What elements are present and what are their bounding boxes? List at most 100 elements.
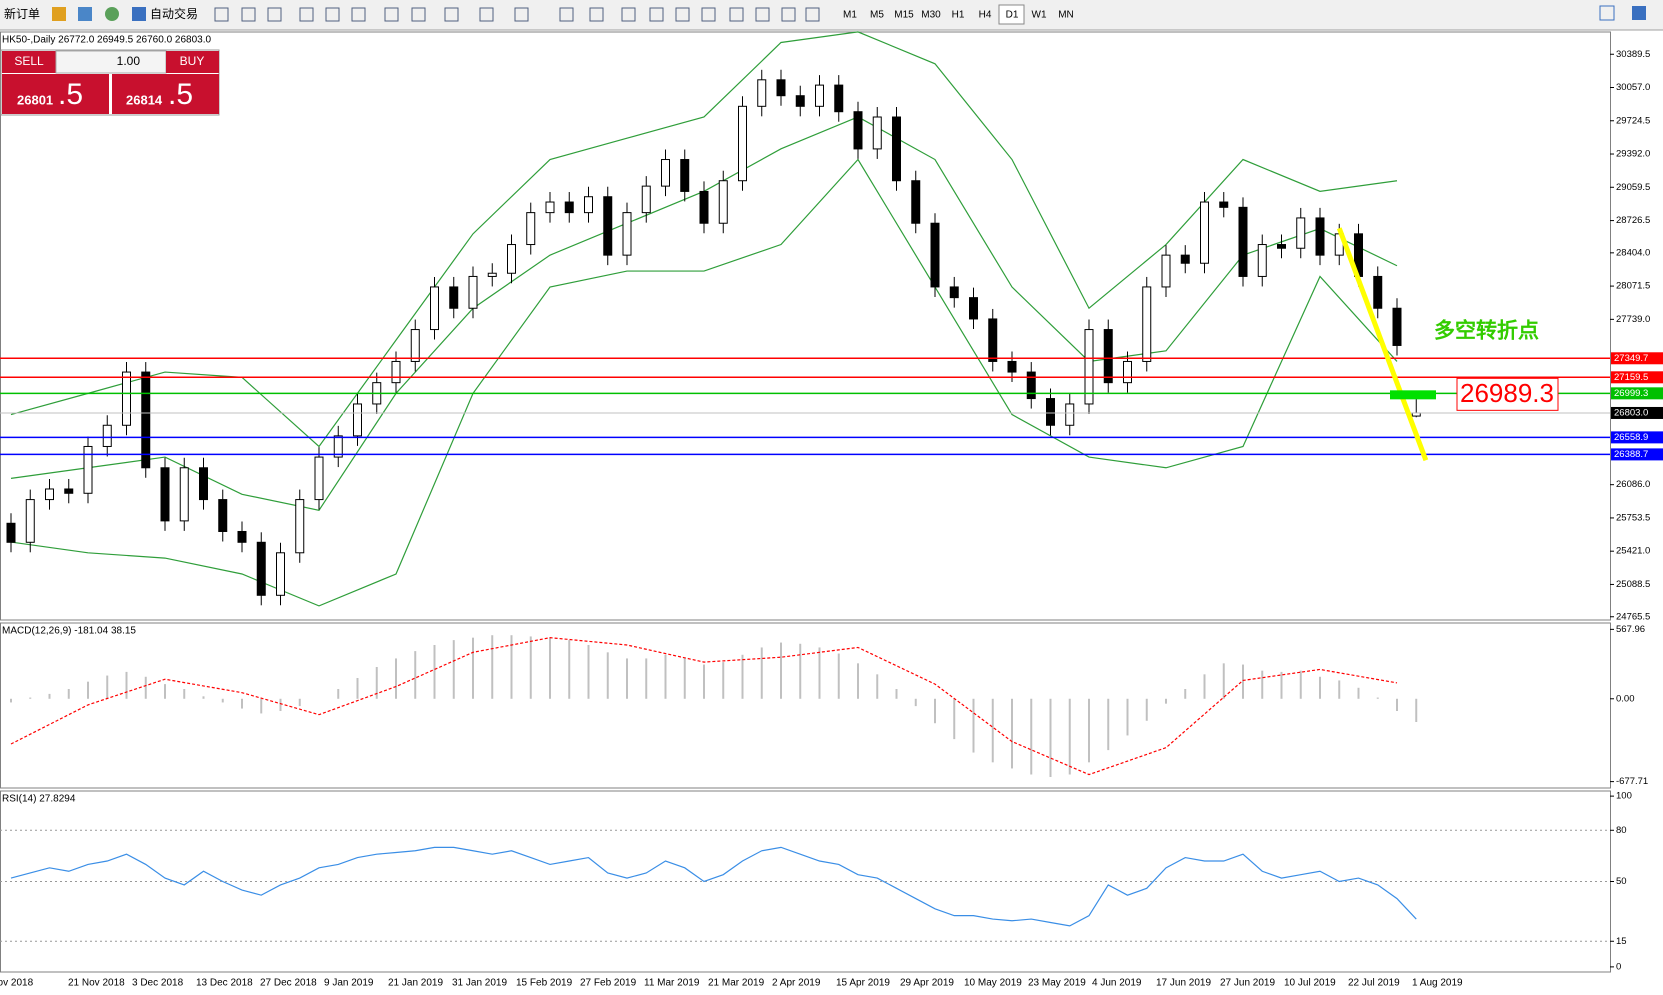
x-tick-label: 10 May 2019 <box>964 978 1022 989</box>
settings-icon[interactable] <box>1632 6 1646 20</box>
timeframe-button[interactable]: M15 <box>894 10 914 21</box>
tool-icon[interactable] <box>214 7 229 22</box>
candle-body <box>1257 244 1267 277</box>
candle-body <box>1219 201 1229 208</box>
candle-body <box>988 318 998 362</box>
level-label-bg <box>1611 431 1663 444</box>
buy-fraction: .5 <box>168 78 193 111</box>
tool-icon[interactable] <box>589 7 604 22</box>
candle-body <box>718 180 728 224</box>
y-tick-label: 25421.0 <box>1616 546 1650 557</box>
candle-body <box>314 456 324 501</box>
x-tick-label: 27 Dec 2018 <box>260 978 317 989</box>
candle-body <box>853 111 863 150</box>
search-icon[interactable] <box>1599 5 1615 21</box>
indicator-title: RSI(14) 27.8294 <box>2 794 76 805</box>
tool-icons: M1 M5 M15 M30 H1 H4 D1 W1 MN <box>214 4 1074 25</box>
candle-body <box>757 79 767 107</box>
level-label-bg <box>1611 352 1663 365</box>
tool-icon[interactable] <box>444 7 459 22</box>
lot-input[interactable] <box>55 50 167 74</box>
x-tick-label: 13 Dec 2018 <box>196 978 253 989</box>
y-tick-label: 29392.0 <box>1616 149 1650 160</box>
candle-body <box>160 467 170 522</box>
tool-icon[interactable] <box>299 7 314 22</box>
tool-icon[interactable] <box>411 7 426 22</box>
lot-value: 1.00 <box>117 54 141 68</box>
timeframe-button[interactable]: H4 <box>979 10 992 21</box>
level-label-bg <box>1611 387 1663 400</box>
candle-body <box>141 371 151 469</box>
tool-icon[interactable] <box>351 7 366 22</box>
tool-icon[interactable] <box>755 7 770 22</box>
buy-price-box[interactable] <box>112 74 219 114</box>
y-tick-label: 29724.5 <box>1616 115 1650 126</box>
candle-body <box>83 445 93 494</box>
candle-body <box>122 371 131 426</box>
level-label-bg <box>1611 371 1663 384</box>
candle-body <box>1142 286 1152 362</box>
tool-icon[interactable] <box>267 7 282 22</box>
candle-body <box>911 180 921 224</box>
buy-label: BUY <box>180 54 205 68</box>
x-tick-label: 22 Jul 2019 <box>1348 978 1400 989</box>
x-tick-label: 9 Nov 2018 <box>0 978 34 989</box>
buy-button[interactable] <box>166 51 219 73</box>
timeframe-button[interactable]: W1 <box>1032 10 1047 21</box>
tool-icon[interactable] <box>241 7 256 22</box>
tool-icon[interactable] <box>781 7 796 22</box>
tool-icon[interactable] <box>649 7 664 22</box>
y-tick-label: 29059.5 <box>1616 182 1650 193</box>
level-label: 27159.5 <box>1614 372 1648 383</box>
new-order-button[interactable]: 新订单 <box>4 6 40 21</box>
y-tick-label: 28071.5 <box>1616 281 1650 292</box>
candle-body <box>237 530 247 543</box>
candle-body <box>1315 217 1325 256</box>
x-tick-label: 23 May 2019 <box>1028 978 1086 989</box>
sell-price-box[interactable] <box>2 74 109 114</box>
timeframe-button[interactable]: M1 <box>843 10 857 21</box>
timeframe-button[interactable]: H1 <box>952 10 965 21</box>
candle-body <box>795 95 805 107</box>
rsi-line <box>10 846 1417 927</box>
candle-body <box>1007 360 1017 373</box>
trade-panel: SELL 1.00 BUY 26801 .5 26814 .5 <box>0 49 220 116</box>
x-tick-label: 17 Jun 2019 <box>1156 978 1211 989</box>
candle-body <box>1065 403 1075 426</box>
icon <box>132 7 146 21</box>
tool-icon[interactable] <box>325 7 340 22</box>
y-tick-label: 80 <box>1616 825 1627 836</box>
tool-icon[interactable] <box>479 7 494 22</box>
timeframe-button[interactable]: D1 <box>1006 10 1019 21</box>
tool-icon[interactable] <box>514 7 529 22</box>
candle-body <box>661 159 670 187</box>
timeframe-button[interactable]: M5 <box>870 10 884 21</box>
tool-icon[interactable] <box>621 7 636 22</box>
bollinger-middle <box>10 116 1398 511</box>
icon <box>78 7 92 21</box>
candle-body <box>641 185 651 214</box>
tool-icon[interactable] <box>384 7 399 22</box>
candle-body <box>468 275 478 309</box>
icon <box>52 7 66 21</box>
timeframe-button[interactable]: MN <box>1058 10 1074 21</box>
tool-icon[interactable] <box>729 7 744 22</box>
candle-body <box>333 435 343 458</box>
tool-icon[interactable] <box>675 7 690 22</box>
candle-body <box>102 424 112 447</box>
tool-icon[interactable] <box>559 7 574 22</box>
candle-body <box>603 196 613 256</box>
tool-icon[interactable] <box>805 7 820 22</box>
timeframe-button[interactable]: M30 <box>921 10 941 21</box>
tool-icon[interactable] <box>701 7 716 22</box>
candle-body <box>622 212 632 256</box>
callout-box <box>1456 377 1559 411</box>
candle-body <box>179 467 189 522</box>
auto-trading-button[interactable]: 自动交易 <box>150 6 198 21</box>
sell-button[interactable] <box>2 51 56 73</box>
y-tick-label: 567.96 <box>1616 624 1645 635</box>
indicator-title: HK50-,Daily 26772.0 26949.5 26760.0 2680… <box>2 35 211 46</box>
candle-body <box>526 212 536 246</box>
